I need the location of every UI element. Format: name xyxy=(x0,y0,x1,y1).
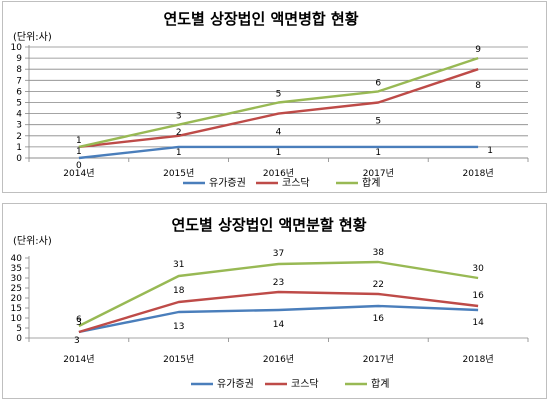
data-label: 37 xyxy=(273,249,284,259)
data-label: 23 xyxy=(273,278,284,288)
x-tick-label: 2014년 xyxy=(63,168,94,179)
y-tick-label: 9 xyxy=(16,54,22,64)
legend: 유가증권 코스닥 합계 xyxy=(183,177,380,189)
x-tick-label: 2016년 xyxy=(263,168,294,179)
data-label: 3 xyxy=(74,336,80,346)
y-tick-label: 10 xyxy=(11,314,23,324)
y-tick-label: 10 xyxy=(11,43,23,53)
unit-label: (단위:사) xyxy=(13,30,52,43)
x-tick-label: 2015년 xyxy=(163,168,194,179)
series-line xyxy=(78,304,479,334)
chart-title: 연도별 상장법인 액면분할 현황 xyxy=(171,216,366,234)
y-tick-label: 0 xyxy=(16,154,22,164)
series-line xyxy=(78,290,479,334)
series-lines xyxy=(78,56,479,160)
x-tick-label: 2017년 xyxy=(363,168,394,179)
data-label: 8 xyxy=(475,81,481,91)
data-labels: 3 13 14 16 14 3 18 23 22 16 6 31 37 38 30 xyxy=(74,248,484,346)
data-label: 14 xyxy=(273,320,285,330)
data-label: 1 xyxy=(375,148,381,158)
data-label: 1 xyxy=(276,148,282,158)
y-tick-label: 30 xyxy=(11,274,23,284)
data-label: 13 xyxy=(173,322,184,332)
legend-label: 합계 xyxy=(371,378,389,390)
x-tick-label: 2015년 xyxy=(163,354,194,365)
y-tick-label: 0 xyxy=(16,334,22,344)
legend-label: 합계 xyxy=(362,177,380,189)
data-label: 16 xyxy=(373,314,385,324)
data-label: 0 xyxy=(76,161,82,171)
series-line xyxy=(78,145,479,160)
data-label: 30 xyxy=(472,264,484,274)
axis xyxy=(25,45,529,162)
merger-chart-frame: 연도별 상장법인 액면병합 현황 (단위:사) 0 1 2 3 4 5 6 7 8 9 10 201… xyxy=(2,1,547,193)
data-label: 2 xyxy=(176,128,182,138)
legend: 유가증권 코스닥 합계 xyxy=(191,378,389,390)
x-tick-label: 2018년 xyxy=(463,354,494,365)
data-label: 22 xyxy=(373,280,384,290)
data-label: 6 xyxy=(76,315,82,325)
axis xyxy=(25,256,529,342)
data-label: 18 xyxy=(173,286,185,296)
y-tick-label: 7 xyxy=(16,76,22,86)
data-label: 31 xyxy=(173,260,184,270)
y-tick-label: 6 xyxy=(16,87,22,97)
y-tick-label: 5 xyxy=(16,324,22,334)
series-lines xyxy=(78,260,479,334)
data-label: 5 xyxy=(375,117,381,127)
x-tick-labels: 2014년 2015년 2016년 2017년 2018년 xyxy=(63,168,493,179)
series-line xyxy=(78,56,479,149)
data-label: 4 xyxy=(276,128,282,138)
data-label: 14 xyxy=(472,318,484,328)
data-label: 16 xyxy=(472,291,484,301)
y-tick-label: 25 xyxy=(11,284,22,294)
y-tick-label: 3 xyxy=(16,121,22,131)
y-tick-label: 20 xyxy=(11,294,23,304)
data-label: 3 xyxy=(76,318,82,328)
data-label: 6 xyxy=(375,78,381,88)
data-label: 1 xyxy=(76,136,82,146)
data-label: 1 xyxy=(487,146,493,156)
data-label: 38 xyxy=(373,248,385,258)
x-tick-labels: 2014년 2015년 2016년 2017년 2018년 xyxy=(63,354,493,365)
legend-label: 코스닥 xyxy=(282,177,310,189)
data-label: 1 xyxy=(176,148,182,158)
data-label: 9 xyxy=(475,45,481,55)
split-chart-frame: 연도별 상장법인 액면분할 현황 (단위:사) 0 5 10 15 20 25 30 35 40… xyxy=(2,203,547,399)
y-tick-label: 5 xyxy=(16,99,22,109)
y-tick-label: 15 xyxy=(11,304,22,314)
x-tick-label: 2014년 xyxy=(63,354,94,365)
split-chart: 연도별 상장법인 액면분할 현황 (단위:사) 0510152025303540… xyxy=(11,216,529,390)
data-label: 1 xyxy=(76,147,82,157)
series-line xyxy=(78,260,479,328)
legend-label: 유가증권 xyxy=(217,378,254,390)
series-line xyxy=(78,68,479,149)
x-tick-label: 2018년 xyxy=(463,168,494,179)
chart-title: 연도별 상장법인 액면병합 현황 xyxy=(163,10,358,28)
legend-label: 유가증권 xyxy=(209,177,246,189)
legend-label: 코스닥 xyxy=(291,378,319,390)
unit-label: (단위:사) xyxy=(13,234,52,247)
y-tick-label: 4 xyxy=(16,110,22,120)
x-tick-label: 2016년 xyxy=(263,354,294,365)
data-label: 5 xyxy=(276,90,282,100)
y-tick-label: 8 xyxy=(16,65,22,75)
data-label: 3 xyxy=(176,112,182,122)
y-tick-label: 2 xyxy=(16,132,22,142)
y-tick-label: 1 xyxy=(16,143,22,153)
y-tick-label: 35 xyxy=(11,264,22,274)
x-tick-label: 2017년 xyxy=(363,354,394,365)
y-tick-label: 40 xyxy=(11,254,23,264)
